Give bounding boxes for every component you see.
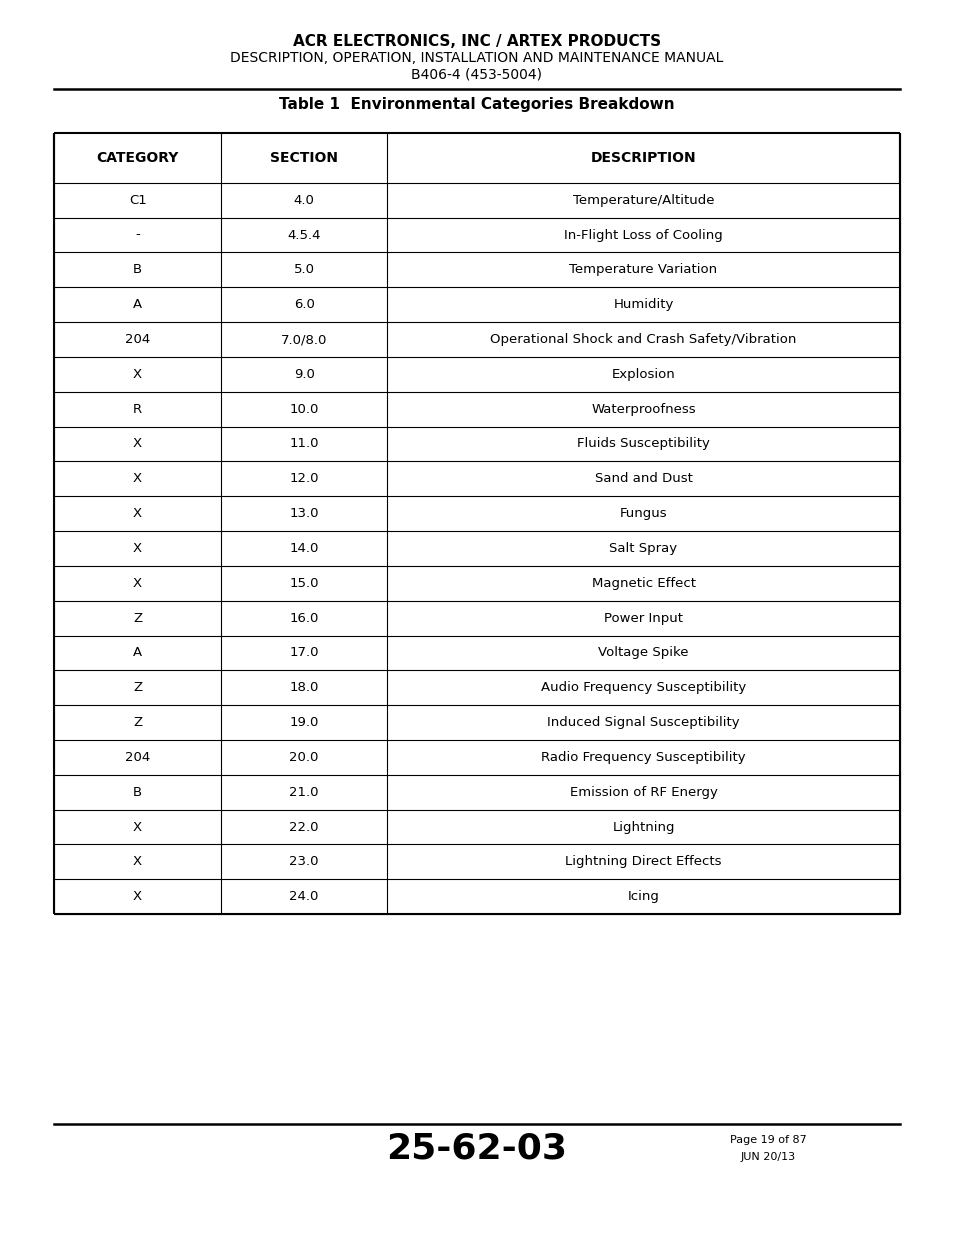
Text: 22.0: 22.0 — [289, 820, 318, 834]
Text: Audio Frequency Susceptibility: Audio Frequency Susceptibility — [540, 682, 745, 694]
Text: C1: C1 — [129, 194, 147, 206]
Text: 25-62-03: 25-62-03 — [386, 1131, 567, 1166]
Text: Lightning: Lightning — [612, 820, 674, 834]
Text: 16.0: 16.0 — [289, 611, 318, 625]
Text: 15.0: 15.0 — [289, 577, 318, 590]
Text: Explosion: Explosion — [611, 368, 675, 380]
Text: 4.5.4: 4.5.4 — [287, 228, 320, 242]
Text: 11.0: 11.0 — [289, 437, 318, 451]
Text: 10.0: 10.0 — [289, 403, 318, 416]
Text: X: X — [132, 368, 142, 380]
Text: 19.0: 19.0 — [289, 716, 318, 729]
Text: 204: 204 — [125, 333, 151, 346]
Text: 24.0: 24.0 — [289, 890, 318, 903]
Text: 13.0: 13.0 — [289, 508, 318, 520]
Text: Icing: Icing — [627, 890, 659, 903]
Text: ACR ELECTRONICS, INC / ARTEX PRODUCTS: ACR ELECTRONICS, INC / ARTEX PRODUCTS — [293, 35, 660, 49]
Text: 21.0: 21.0 — [289, 785, 318, 799]
Text: 12.0: 12.0 — [289, 472, 318, 485]
Text: 14.0: 14.0 — [289, 542, 318, 555]
Text: Emission of RF Energy: Emission of RF Energy — [569, 785, 717, 799]
Text: 5.0: 5.0 — [294, 263, 314, 277]
Text: Radio Frequency Susceptibility: Radio Frequency Susceptibility — [540, 751, 745, 764]
Text: Table 1  Environmental Categories Breakdown: Table 1 Environmental Categories Breakdo… — [279, 98, 674, 112]
Text: X: X — [132, 577, 142, 590]
Text: SECTION: SECTION — [270, 151, 337, 165]
Text: Fluids Susceptibility: Fluids Susceptibility — [577, 437, 709, 451]
Text: Voltage Spike: Voltage Spike — [598, 646, 688, 659]
Text: Magnetic Effect: Magnetic Effect — [591, 577, 695, 590]
Text: Power Input: Power Input — [603, 611, 682, 625]
Text: JUN 20/13: JUN 20/13 — [740, 1152, 795, 1162]
Text: -: - — [135, 228, 140, 242]
Text: Operational Shock and Crash Safety/Vibration: Operational Shock and Crash Safety/Vibra… — [490, 333, 796, 346]
Text: 7.0/8.0: 7.0/8.0 — [281, 333, 327, 346]
Text: Humidity: Humidity — [613, 298, 673, 311]
Text: Fungus: Fungus — [619, 508, 667, 520]
Text: 4.0: 4.0 — [294, 194, 314, 206]
Text: Sand and Dust: Sand and Dust — [594, 472, 692, 485]
Text: Temperature/Altitude: Temperature/Altitude — [572, 194, 714, 206]
Text: B406-4 (453-5004): B406-4 (453-5004) — [411, 67, 542, 82]
Text: X: X — [132, 472, 142, 485]
Text: Lightning Direct Effects: Lightning Direct Effects — [565, 856, 721, 868]
Text: CATEGORY: CATEGORY — [96, 151, 178, 165]
Text: 18.0: 18.0 — [289, 682, 318, 694]
Text: Waterproofness: Waterproofness — [591, 403, 695, 416]
Text: Induced Signal Susceptibility: Induced Signal Susceptibility — [547, 716, 739, 729]
Text: 20.0: 20.0 — [289, 751, 318, 764]
Text: 23.0: 23.0 — [289, 856, 318, 868]
Text: In-Flight Loss of Cooling: In-Flight Loss of Cooling — [563, 228, 722, 242]
Text: 9.0: 9.0 — [294, 368, 314, 380]
Text: A: A — [132, 646, 142, 659]
Text: 204: 204 — [125, 751, 151, 764]
Text: R: R — [132, 403, 142, 416]
Text: Z: Z — [132, 682, 142, 694]
Text: 6.0: 6.0 — [294, 298, 314, 311]
Text: B: B — [132, 785, 142, 799]
Text: DESCRIPTION: DESCRIPTION — [590, 151, 696, 165]
Text: B: B — [132, 263, 142, 277]
Text: X: X — [132, 856, 142, 868]
Text: Z: Z — [132, 716, 142, 729]
Text: 17.0: 17.0 — [289, 646, 318, 659]
Text: X: X — [132, 820, 142, 834]
Text: Page 19 of 87: Page 19 of 87 — [729, 1135, 805, 1145]
Text: X: X — [132, 890, 142, 903]
Text: A: A — [132, 298, 142, 311]
Text: X: X — [132, 508, 142, 520]
Text: X: X — [132, 437, 142, 451]
Text: X: X — [132, 542, 142, 555]
Text: Salt Spray: Salt Spray — [609, 542, 677, 555]
Text: Temperature Variation: Temperature Variation — [569, 263, 717, 277]
Text: DESCRIPTION, OPERATION, INSTALLATION AND MAINTENANCE MANUAL: DESCRIPTION, OPERATION, INSTALLATION AND… — [230, 51, 723, 65]
Text: Z: Z — [132, 611, 142, 625]
